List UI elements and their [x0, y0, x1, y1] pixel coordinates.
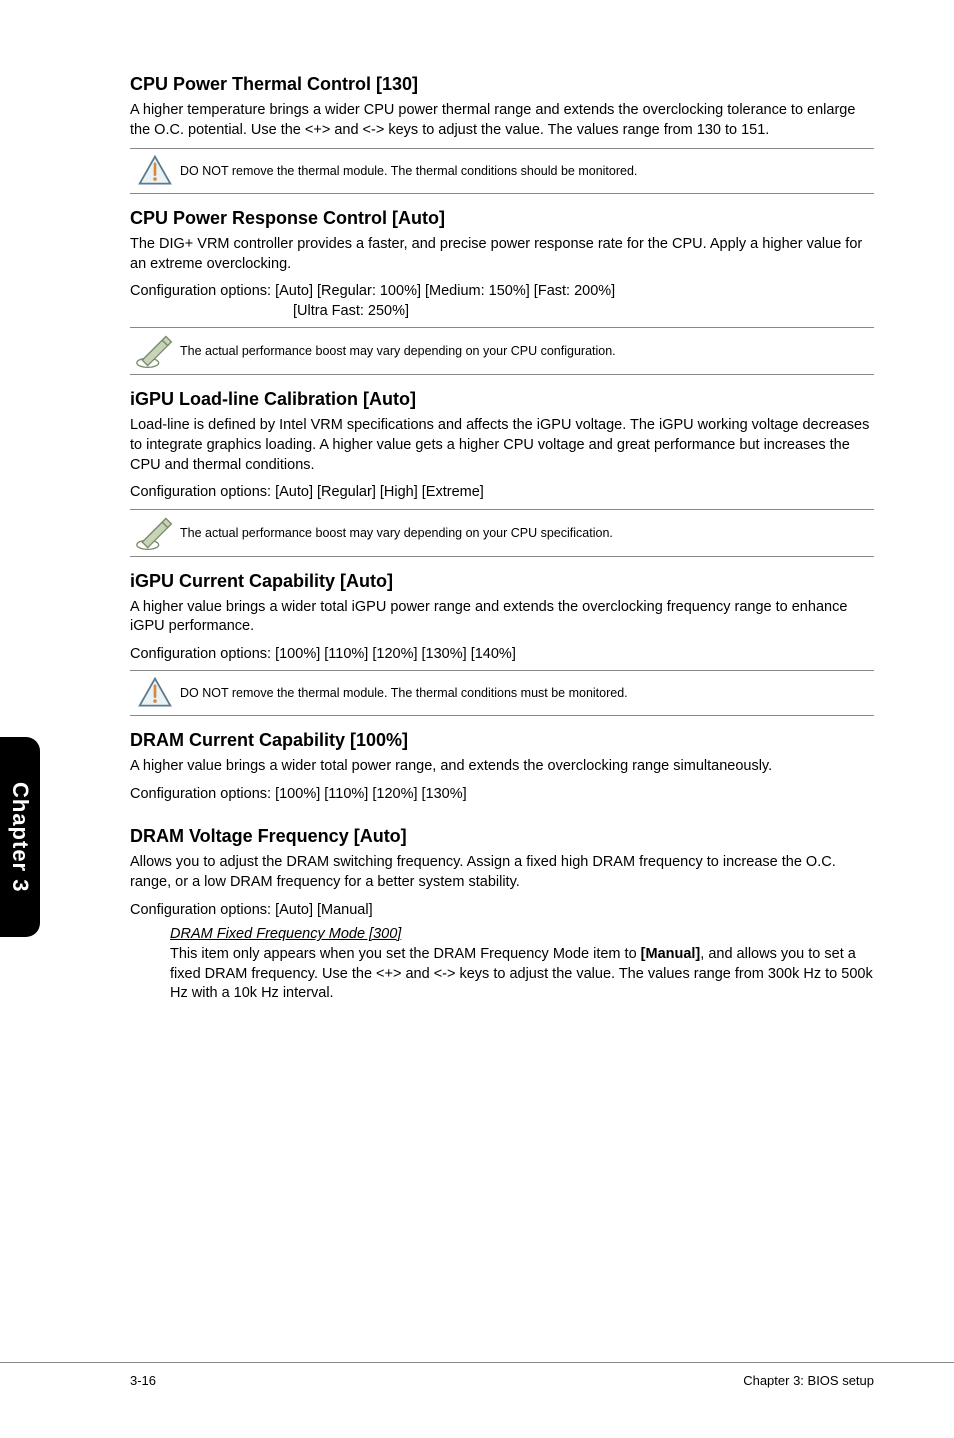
- note-cpu-thermal: DO NOT remove the thermal module. The th…: [130, 148, 874, 194]
- note-text-cpu-response: The actual performance boost may vary de…: [180, 337, 616, 365]
- section-body-dram-current: A higher value brings a wider total powe…: [130, 757, 874, 777]
- note-text-igpu-loadline: The actual performance boost may vary de…: [180, 519, 613, 547]
- section-config-cont-cpu-response: [Ultra Fast: 250%]: [293, 302, 874, 322]
- section-body-igpu-current: A higher value brings a wider total iGPU…: [130, 598, 874, 637]
- subsection-body-dram-fixed-freq: This item only appears when you set the …: [170, 945, 874, 1004]
- pencil-icon: [130, 514, 180, 552]
- pencil-icon: [130, 332, 180, 370]
- chapter-side-tab: Chapter 3: [0, 737, 40, 937]
- sub-body-bold: [Manual]: [641, 946, 701, 962]
- section-config-cpu-response: Configuration options: [Auto] [Regular: …: [130, 282, 874, 302]
- note-text-igpu-current: DO NOT remove the thermal module. The th…: [180, 679, 628, 707]
- subsection-title-dram-fixed-freq: DRAM Fixed Frequency Mode [300]: [170, 926, 874, 942]
- warning-icon: [130, 153, 180, 189]
- sub-body-pre: This item only appears when you set the …: [170, 946, 641, 962]
- section-body-cpu-thermal: A higher temperature brings a wider CPU …: [130, 101, 874, 140]
- note-cpu-response: The actual performance boost may vary de…: [130, 327, 874, 375]
- section-config-dram-current: Configuration options: [100%] [110%] [12…: [130, 785, 874, 805]
- section-title-dram-current: DRAM Current Capability [100%]: [130, 730, 874, 751]
- footer-page-number: 3-16: [130, 1373, 156, 1388]
- note-igpu-loadline: The actual performance boost may vary de…: [130, 509, 874, 557]
- section-body-igpu-loadline: Load-line is defined by Intel VRM specif…: [130, 416, 874, 475]
- section-body-dram-voltage: Allows you to adjust the DRAM switching …: [130, 853, 874, 892]
- note-text-cpu-thermal: DO NOT remove the thermal module. The th…: [180, 157, 637, 185]
- section-config-igpu-current: Configuration options: [100%] [110%] [12…: [130, 645, 874, 665]
- section-title-cpu-response: CPU Power Response Control [Auto]: [130, 208, 874, 229]
- section-title-igpu-current: iGPU Current Capability [Auto]: [130, 571, 874, 592]
- section-body-cpu-response: The DIG+ VRM controller provides a faste…: [130, 235, 874, 274]
- subsection-dram-fixed-freq: DRAM Fixed Frequency Mode [300] This ite…: [170, 926, 874, 1004]
- section-title-igpu-loadline: iGPU Load-line Calibration [Auto]: [130, 389, 874, 410]
- warning-icon: [130, 675, 180, 711]
- section-title-dram-voltage: DRAM Voltage Frequency [Auto]: [130, 826, 874, 847]
- chapter-side-tab-text: Chapter 3: [7, 782, 33, 892]
- note-igpu-current: DO NOT remove the thermal module. The th…: [130, 670, 874, 716]
- section-config-dram-voltage: Configuration options: [Auto] [Manual]: [130, 901, 874, 921]
- page-footer: 3-16 Chapter 3: BIOS setup: [0, 1362, 954, 1388]
- footer-chapter-label: Chapter 3: BIOS setup: [743, 1373, 874, 1388]
- page-content: CPU Power Thermal Control [130] A higher…: [0, 0, 954, 1004]
- section-config-igpu-loadline: Configuration options: [Auto] [Regular] …: [130, 483, 874, 503]
- section-title-cpu-thermal: CPU Power Thermal Control [130]: [130, 74, 874, 95]
